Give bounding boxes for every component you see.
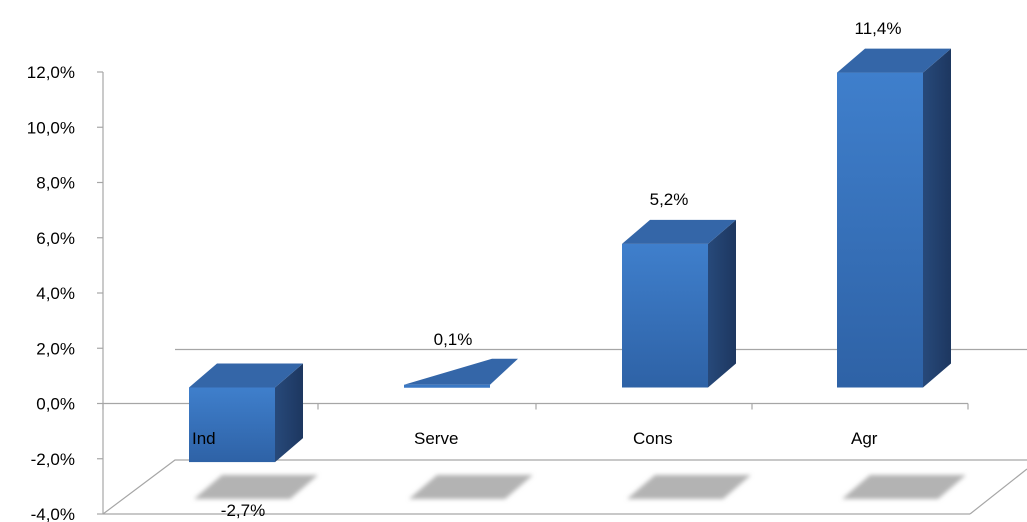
data-label: 5,2% xyxy=(650,190,689,209)
data-label: 11,4% xyxy=(855,19,902,38)
bar-top xyxy=(837,48,951,73)
bar-shadow xyxy=(409,475,533,499)
y-tick-label: 2,0% xyxy=(36,339,75,358)
bar-shadow xyxy=(627,475,751,499)
bar-ind xyxy=(189,363,303,463)
floor-right-edge xyxy=(969,468,1027,515)
y-tick-label: 4,0% xyxy=(36,284,75,303)
x-tick-label: Agr xyxy=(851,429,878,448)
y-tick-label: 12,0% xyxy=(27,63,75,82)
bar-serve xyxy=(404,358,518,388)
bar-shadow xyxy=(194,475,318,499)
chart-floor xyxy=(102,348,1027,515)
y-tick-label: 0,0% xyxy=(36,395,75,414)
bar-shadow xyxy=(842,475,966,499)
x-tick-label: Cons xyxy=(633,429,673,448)
bar-front xyxy=(837,72,923,388)
y-tick-label: 6,0% xyxy=(36,229,75,248)
floor-back-edge xyxy=(102,459,1027,515)
bar-top xyxy=(622,219,736,244)
x-tick-label: Serve xyxy=(414,429,458,448)
chart-bars xyxy=(189,48,951,463)
y-tick-label: 8,0% xyxy=(36,174,75,193)
bar-side xyxy=(923,48,951,388)
y-tick-label: -4,0% xyxy=(31,505,75,522)
data-label: -2,7% xyxy=(221,501,265,520)
bar-side xyxy=(275,363,303,463)
data-label: 0,1% xyxy=(434,330,473,349)
bar-front xyxy=(189,387,275,463)
chart-axes: -4,0% -2,0% 0,0% 2,0% 4,0% 6,0% 8,0% 10,0% 12,0% xyxy=(27,63,969,522)
bar-top xyxy=(404,358,518,385)
y-tick-label: 10,0% xyxy=(27,118,75,137)
bar-cons xyxy=(622,219,736,388)
chart-labels: Ind Serve Cons Agr -2,7% 0,1% 5,2% 11,4% xyxy=(192,19,901,520)
bar-agr xyxy=(837,48,951,388)
y-tick-label: -2,0% xyxy=(31,450,75,469)
bar-side xyxy=(708,219,736,388)
bar-front xyxy=(404,384,490,388)
bar-top xyxy=(189,363,303,388)
bar-front xyxy=(622,243,708,388)
x-tick-label: Ind xyxy=(192,429,216,448)
